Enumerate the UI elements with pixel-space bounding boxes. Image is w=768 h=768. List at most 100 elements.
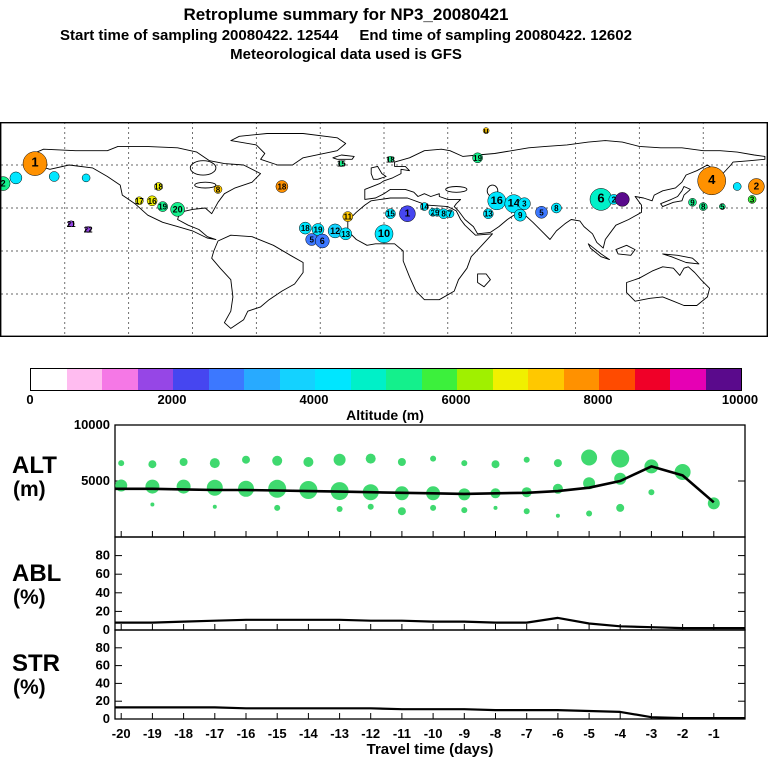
alt-bubble xyxy=(461,460,468,467)
colorbar-cell xyxy=(173,369,209,390)
map-frame xyxy=(0,122,768,337)
plume-marker-label: 17 xyxy=(135,197,144,206)
plume-marker xyxy=(81,173,91,183)
plume-marker-label: 9 xyxy=(518,211,523,220)
colorbar-cell xyxy=(208,369,244,390)
coastline xyxy=(332,154,355,160)
coastline xyxy=(230,133,347,166)
colorbar-cell xyxy=(244,369,280,390)
plume-marker xyxy=(748,178,765,195)
alt-bubble xyxy=(523,508,530,515)
plume-marker-label: 10 xyxy=(378,228,390,240)
alt-bubble xyxy=(274,504,281,511)
alt-bubble xyxy=(648,489,655,496)
x-tick-label: -14 xyxy=(299,726,319,741)
str-panel-frame xyxy=(114,629,746,720)
plume-marker xyxy=(513,208,527,222)
abl-y-tick-label: 60 xyxy=(96,566,110,581)
coastline xyxy=(662,253,700,265)
plume-marker-label: 19 xyxy=(158,203,167,212)
page-title: Retroplume summary for NP3_20080421 xyxy=(183,5,509,24)
alt-bubble xyxy=(206,479,223,496)
alt-bubble xyxy=(555,513,560,518)
colorbar-cell xyxy=(457,369,493,390)
alt-panel-label: ALT xyxy=(12,452,57,479)
alt-bubble xyxy=(674,464,691,480)
plume-marker xyxy=(483,208,494,219)
plume-marker xyxy=(747,195,757,204)
plume-marker-label: 2 xyxy=(612,195,617,204)
colorbar-cell xyxy=(137,369,173,390)
altitude-colorbar xyxy=(30,368,742,391)
plume-marker-label: 1 xyxy=(31,155,38,170)
alt-y-tick-label: 10000 xyxy=(74,420,110,432)
plume-marker-label: 8 xyxy=(701,203,706,212)
sampling-times-line: Start time of sampling 20080422. 12544 E… xyxy=(60,27,632,44)
plume-marker-label: 16 xyxy=(491,195,503,207)
plume-marker xyxy=(698,202,708,211)
plume-marker xyxy=(315,233,330,249)
abl-y-tick-label: 20 xyxy=(96,603,110,618)
plume-marker-label: 18 xyxy=(277,183,286,192)
alt-bubble xyxy=(303,457,314,467)
plume-marker-label: 15 xyxy=(337,160,346,169)
coastline xyxy=(626,266,711,306)
plume-marker-label: 4 xyxy=(708,172,716,187)
plume-marker-label: u xyxy=(484,127,489,136)
alt-panel-unit: (m) xyxy=(13,478,46,501)
plume-marker-label: 18 xyxy=(154,183,163,192)
colorbar-cell xyxy=(492,369,528,390)
alt-bubble xyxy=(336,506,343,512)
x-tick-label: -2 xyxy=(677,726,689,741)
abl-y-tick-label: 40 xyxy=(96,585,110,600)
alt-panel-frame xyxy=(114,424,746,538)
x-tick-label: -7 xyxy=(521,726,533,741)
alt-bubble xyxy=(367,503,374,510)
x-tick-label: -20 xyxy=(112,726,131,741)
x-tick-label: -18 xyxy=(174,726,193,741)
plume-marker-label: 15 xyxy=(386,210,395,219)
str-panel-label: STR xyxy=(12,650,60,677)
plume-marker xyxy=(420,202,429,211)
str-y-tick-label: 20 xyxy=(96,693,110,708)
plume-marker-label: 3 xyxy=(522,200,527,209)
plume-marker-label: 9 xyxy=(690,198,695,207)
colorbar-tick-label: 8000 xyxy=(583,392,613,407)
alt-bubble xyxy=(242,455,250,464)
alt-bubble xyxy=(397,458,406,466)
plume-marker xyxy=(157,201,168,212)
plume-marker xyxy=(170,202,185,217)
str-y-tick-label: 60 xyxy=(96,658,110,673)
str-y-tick-label: 80 xyxy=(96,640,110,655)
plume-marker-label: 9 xyxy=(435,208,440,217)
plume-marker xyxy=(0,176,11,191)
colorbar-cell xyxy=(670,369,706,390)
colorbar-cell xyxy=(66,369,102,390)
x-tick-label: -9 xyxy=(459,726,471,741)
x-tick-label: -5 xyxy=(583,726,595,741)
colorbar-cell xyxy=(528,369,564,390)
alt-y-tick-label: 5000 xyxy=(81,473,110,488)
plume-marker xyxy=(482,127,490,134)
lake-outline xyxy=(445,186,468,193)
alt-bubble xyxy=(430,504,437,511)
plume-marker-label: 13 xyxy=(484,210,493,219)
alt-bubble xyxy=(148,460,157,469)
plume-marker xyxy=(275,180,289,193)
coastline xyxy=(615,244,636,256)
str-y-tick-label: 40 xyxy=(96,675,110,690)
plume-marker-label: 19 xyxy=(473,154,482,163)
plume-marker xyxy=(213,185,223,194)
str-line xyxy=(115,706,745,720)
colorbar-cell xyxy=(279,369,315,390)
plume-marker-label: 16 xyxy=(148,197,157,206)
colorbar-cell xyxy=(315,369,351,390)
plume-marker-label: 5 xyxy=(720,203,725,212)
alt-bubble xyxy=(430,455,437,462)
met-data-line: Meteorological data used is GFS xyxy=(230,46,462,63)
coastline xyxy=(477,273,491,288)
abl-y-tick-label: 0 xyxy=(103,622,110,637)
x-tick-label: -3 xyxy=(646,726,658,741)
